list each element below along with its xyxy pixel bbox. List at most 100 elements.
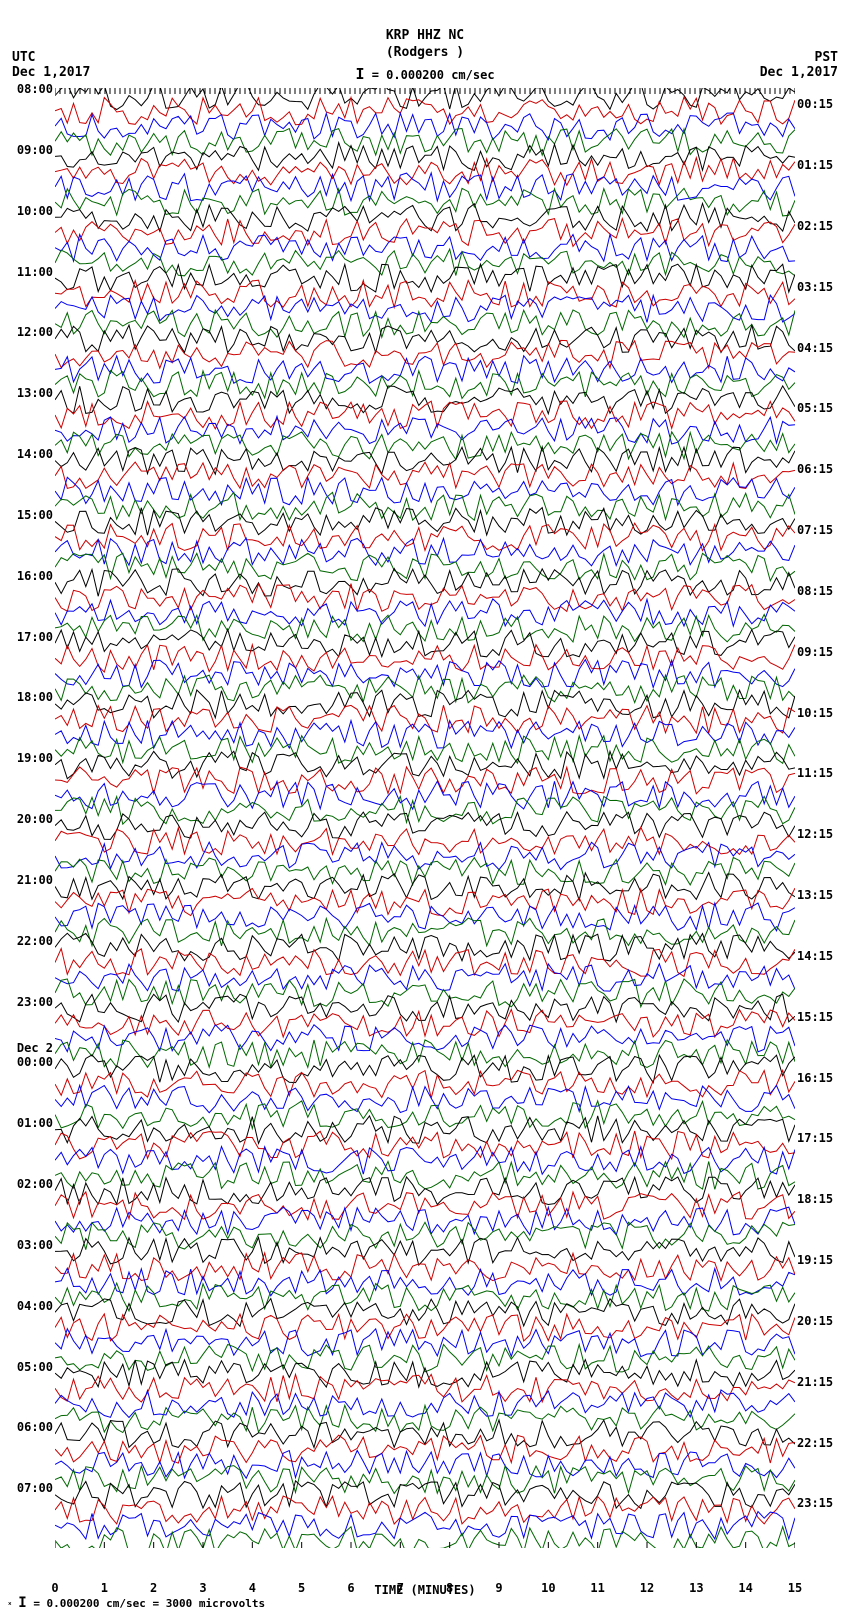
trace-line [55,1450,795,1478]
trace-line [55,1131,795,1159]
utc-hour-label: 17:00 [17,630,53,644]
trace-line [55,1360,795,1388]
scale-bar-symbol: I [355,65,364,83]
utc-hour-label: 00:00 [17,1055,53,1069]
utc-hour-label: 08:00 [17,82,53,96]
trace-line [55,1466,795,1494]
tz-label-left: UTC [12,50,35,65]
trace-line [55,158,795,186]
utc-hour-label: 19:00 [17,751,53,765]
trace-line [55,781,795,809]
utc-hour-label: 06:00 [17,1420,53,1434]
pst-hour-label: 19:15 [797,1253,833,1267]
utc-hour-label: 10:00 [17,204,53,218]
pst-hour-label: 12:15 [797,827,833,841]
trace-line [55,569,795,597]
utc-hour-label: 18:00 [17,690,53,704]
trace-line [55,1314,795,1341]
trace-line [55,1070,795,1098]
scale-text: = 0.000200 cm/sec [372,68,495,82]
trace-line [55,705,795,733]
date-break-label: Dec 2 [17,1041,53,1055]
trace-line [55,432,795,460]
trace-line [55,325,795,353]
utc-hour-label: 14:00 [17,447,53,461]
pst-hour-label: 21:15 [797,1375,833,1389]
trace-line [55,1147,795,1175]
utc-hour-label: 11:00 [17,265,53,279]
pst-hour-label: 01:15 [797,158,833,172]
trace-line [55,553,795,580]
pst-hour-label: 06:15 [797,462,833,476]
trace-line [55,356,795,384]
pst-hour-label: 13:15 [797,888,833,902]
trace-line [55,203,795,231]
trace-line [55,721,795,749]
utc-hour-label: 03:00 [17,1238,53,1252]
trace-line [55,416,795,444]
trace-line [55,629,795,657]
trace-line [55,340,795,368]
pst-hour-label: 00:15 [797,97,833,111]
trace-line [55,477,795,505]
utc-hour-label: 04:00 [17,1299,53,1313]
trace-line [55,767,795,794]
utc-hour-label: 20:00 [17,812,53,826]
pst-hour-label: 23:15 [797,1496,833,1510]
trace-line [55,842,795,869]
utc-hour-label: 07:00 [17,1481,53,1495]
trace-line [55,1222,795,1249]
date-label-left: Dec 1,2017 [12,65,90,80]
pst-hour-label: 14:15 [797,949,833,963]
trace-line [55,264,795,292]
utc-hour-label: 09:00 [17,143,53,157]
utc-hour-label: 12:00 [17,325,53,339]
trace-line [55,1192,795,1220]
trace-line [55,675,795,703]
seismogram-traces [55,88,795,1548]
trace-line [55,994,795,1022]
pst-hour-label: 04:15 [797,341,833,355]
pst-hour-label: 20:15 [797,1314,833,1328]
pst-hour-label: 18:15 [797,1192,833,1206]
utc-hour-label: 16:00 [17,569,53,583]
trace-line [55,933,795,961]
trace-line [55,796,795,824]
utc-hour-label: 05:00 [17,1360,53,1374]
trace-line [55,858,795,885]
trace-line [55,492,795,520]
seismogram-plot [55,88,795,1548]
station-location: (Rodgers ) [0,45,850,60]
trace-line [55,1055,795,1083]
trace-line [55,1253,795,1281]
trace-line [55,584,795,612]
trace-line [55,964,795,991]
station-title: KRP HHZ NC [0,28,850,43]
trace-line [55,401,795,429]
pst-hour-label: 22:15 [797,1436,833,1450]
trace-line [55,173,795,201]
trace-line [55,1207,795,1235]
utc-hour-label: 13:00 [17,386,53,400]
trace-line [55,888,795,916]
trace-line [55,1329,795,1357]
pst-hour-label: 02:15 [797,219,833,233]
utc-hour-label: 01:00 [17,1116,53,1130]
utc-hour-label: 23:00 [17,995,53,1009]
trace-line [55,1025,795,1052]
trace-line [55,1374,795,1402]
pst-hour-label: 05:15 [797,401,833,415]
trace-line [55,1496,795,1524]
tz-label-right: PST [815,50,838,65]
trace-line [55,1009,795,1037]
trace-line [55,812,795,840]
footer-scale: × I = 0.000200 cm/sec = 3000 microvolts [8,1595,265,1611]
trace-line [55,1040,795,1068]
pst-hour-label: 15:15 [797,1010,833,1024]
trace-line [55,1162,795,1190]
trace-line [55,660,795,688]
pst-hour-label: 07:15 [797,523,833,537]
pst-hour-label: 17:15 [797,1131,833,1145]
utc-hour-label: 21:00 [17,873,53,887]
pst-hour-label: 11:15 [797,766,833,780]
